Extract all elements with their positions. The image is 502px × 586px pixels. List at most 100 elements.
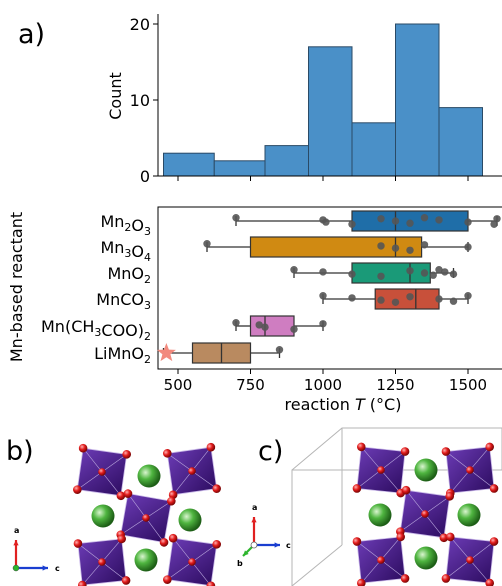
data-point [435, 216, 443, 224]
box-ylabel: Mn-based reactant [7, 212, 26, 362]
data-point [490, 220, 498, 228]
panel-a-label: a) [18, 19, 45, 50]
box-xtick-label: 1000 [304, 376, 342, 394]
oxygen-atom [78, 580, 87, 586]
oxygen-atom [400, 574, 410, 583]
hist-ytick-label: 10 [130, 91, 150, 110]
category-label: Mn(CH3COO)2 [41, 317, 151, 343]
axis-c-label: c [286, 541, 291, 550]
cation-atom [414, 458, 438, 482]
data-point [441, 268, 449, 276]
histogram-bar [163, 152, 215, 177]
oxygen-atom [142, 514, 150, 522]
axis-origin [12, 564, 20, 572]
data-point [203, 240, 211, 248]
mn-octahedron [352, 442, 410, 498]
hist-x-ticks [177, 176, 469, 181]
category-label: Mn2O3 [100, 212, 151, 238]
oxygen-atom [212, 484, 221, 493]
oxygen-atom [439, 533, 449, 543]
data-point [420, 241, 429, 249]
crystal-structure-b [73, 442, 221, 586]
box-xtick-label: 500 [164, 376, 193, 394]
data-point [377, 242, 385, 250]
cation-atom [368, 503, 392, 527]
oxygen-atom [352, 484, 362, 493]
cation-atom [414, 546, 438, 570]
axis-c-arrow-head [42, 565, 48, 571]
histogram-bar [395, 23, 440, 177]
histogram-bar [213, 160, 266, 177]
oxygen-atom [78, 443, 88, 453]
oxygen-atom [441, 447, 451, 456]
data-point [435, 266, 443, 274]
oxygen-atom [441, 574, 451, 583]
category-label: LiMnO2 [94, 344, 151, 366]
oxygen-atom [400, 447, 410, 456]
oxygen-atom [206, 442, 216, 452]
box-x-ticks: 500 750 1000 1250 1500 [164, 369, 487, 394]
box-row: Mn(CH3COO)2 [41, 315, 327, 343]
data-point [275, 346, 284, 354]
box-row: LiMnO2 [94, 342, 284, 366]
hist-ylabel: Count [106, 72, 125, 120]
oxygen-atom [116, 491, 126, 501]
data-point [377, 296, 385, 304]
data-point [464, 292, 472, 300]
oxygen-atom [117, 534, 126, 544]
oxygen-atom [123, 489, 133, 498]
box [351, 262, 431, 284]
cation-atom [137, 464, 161, 488]
data-point [493, 215, 501, 223]
data-point [261, 323, 269, 331]
box-xtick-label: 750 [236, 376, 265, 394]
axis-origin [250, 541, 258, 549]
oxygen-atom [122, 450, 131, 459]
data-point [232, 319, 240, 327]
data-point [377, 272, 385, 280]
panel-c-label: c) [258, 436, 283, 467]
data-point [464, 243, 472, 251]
data-point [232, 214, 240, 222]
axis-a-label: a [252, 503, 257, 512]
hist-ytick-label: 20 [130, 15, 150, 34]
data-point [429, 271, 437, 279]
data-point [449, 297, 458, 305]
axis-b-label: b [237, 559, 243, 568]
data-point [290, 325, 298, 333]
mn-octahedron [396, 485, 454, 543]
oxygen-atom [357, 578, 366, 586]
oxygen-atom [489, 484, 499, 493]
mn-octahedron [73, 534, 131, 586]
box-xlabel-var: T [355, 395, 366, 414]
oxygen-atom [159, 538, 169, 547]
data-point [348, 220, 356, 228]
cation-atom [178, 508, 202, 532]
histogram-bar [264, 145, 309, 177]
box-xlabel-prefix: reaction [285, 395, 355, 414]
axis-triad-b: ac [12, 526, 60, 573]
data-point [348, 270, 356, 278]
box-xlabel-unit: (°C) [365, 395, 402, 414]
mn-octahedron [163, 533, 221, 586]
data-point [406, 293, 414, 301]
oxygen-atom [168, 490, 178, 500]
mn-octahedron [116, 489, 176, 547]
histogram: 0 10 20 Count [106, 14, 502, 186]
mn-octahedron [441, 532, 499, 586]
box-row: MnCO3 [96, 288, 472, 312]
data-point [391, 244, 400, 252]
box-xlabel: reaction T (°C) [285, 395, 402, 414]
data-point [322, 218, 330, 226]
data-point [319, 268, 327, 276]
oxygen-atom [446, 532, 455, 542]
data-point [319, 292, 327, 300]
oxygen-atom [98, 558, 106, 566]
axis-b-arrow-head [243, 550, 249, 556]
oxygen-atom [163, 575, 172, 584]
oxygen-atom [485, 578, 494, 586]
oxygen-atom [466, 556, 474, 564]
box-xtick-label: 1250 [376, 376, 414, 394]
star-marker [156, 343, 176, 362]
